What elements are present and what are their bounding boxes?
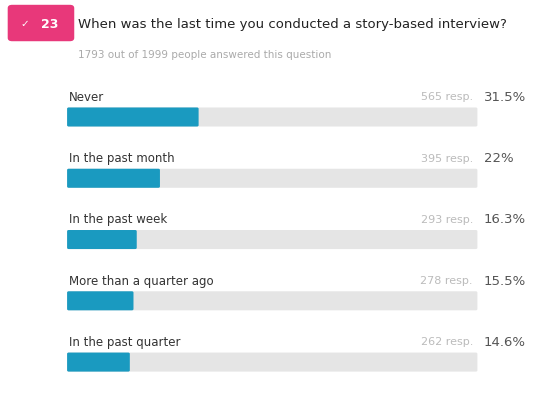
Text: 14.6%: 14.6% bbox=[484, 335, 526, 348]
Text: Never: Never bbox=[69, 90, 104, 104]
Text: 16.3%: 16.3% bbox=[484, 213, 526, 226]
Text: 22%: 22% bbox=[484, 152, 514, 165]
Text: ✓: ✓ bbox=[20, 19, 29, 29]
Text: 565 resp.: 565 resp. bbox=[421, 92, 473, 102]
Text: In the past week: In the past week bbox=[69, 213, 167, 226]
Text: 395 resp.: 395 resp. bbox=[421, 153, 473, 163]
Text: 31.5%: 31.5% bbox=[484, 90, 526, 104]
Text: In the past quarter: In the past quarter bbox=[69, 335, 180, 348]
Text: 15.5%: 15.5% bbox=[484, 274, 526, 287]
Text: More than a quarter ago: More than a quarter ago bbox=[69, 274, 213, 287]
Text: 23: 23 bbox=[41, 17, 58, 31]
Text: 278 resp.: 278 resp. bbox=[421, 275, 473, 285]
Text: When was the last time you conducted a story-based interview?: When was the last time you conducted a s… bbox=[78, 17, 507, 31]
Text: 262 resp.: 262 resp. bbox=[421, 337, 473, 347]
Text: In the past month: In the past month bbox=[69, 152, 174, 165]
Text: 1793 out of 1999 people answered this question: 1793 out of 1999 people answered this qu… bbox=[78, 50, 332, 59]
Text: 293 resp.: 293 resp. bbox=[421, 214, 473, 224]
